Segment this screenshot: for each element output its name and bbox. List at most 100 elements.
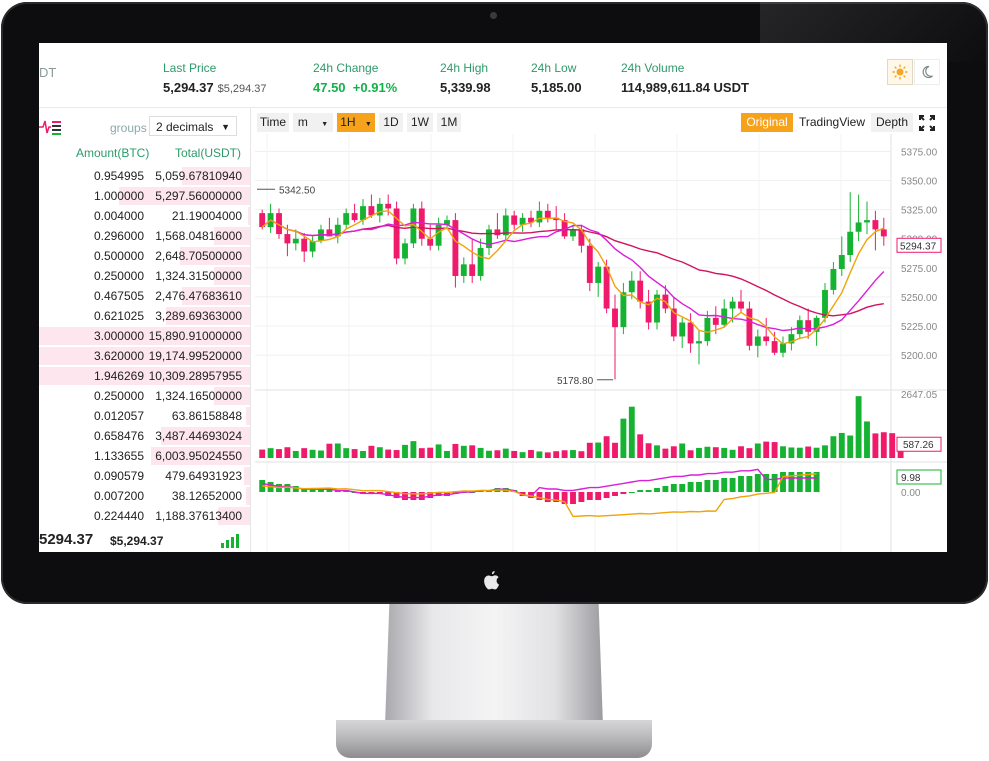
candle-body (654, 294, 660, 323)
candle-body (360, 206, 366, 221)
candle-body (788, 334, 795, 344)
depth-tab[interactable]: Depth (871, 113, 913, 132)
low-annotation: 5178.80 (557, 376, 594, 387)
volume-bar (276, 449, 282, 458)
interval-1h-button[interactable]: 1H ▼ (337, 113, 375, 132)
volume-bar (351, 449, 358, 458)
candle-body (595, 266, 602, 283)
light-theme-button[interactable] (887, 59, 913, 85)
change-value: 47.50 (313, 80, 346, 95)
candle-body (603, 266, 610, 309)
depth-bar (39, 327, 250, 345)
volume-bar (620, 418, 627, 458)
order-book-row[interactable]: 3.000000 15,890.91000000 (39, 326, 250, 346)
dark-theme-button[interactable] (914, 59, 940, 85)
row-total: 1,324.16500000 (155, 389, 242, 403)
last-price-label: Last Price (163, 61, 217, 75)
order-book-row[interactable]: 0.467505 2,476.47683610 (39, 286, 250, 306)
price-chart[interactable]: 5375.005350.005325.005300.005275.005250.… (255, 134, 947, 552)
candle-body (402, 243, 408, 259)
order-book-row[interactable]: 3.620000 19,174.99520000 (39, 346, 250, 366)
volume-bar (855, 396, 862, 458)
order-book-row[interactable]: 1.946269 10,309.28957955 (39, 366, 250, 386)
row-amount: 0.658476 (93, 429, 144, 443)
macd-zero-label: 0.00 (901, 488, 921, 499)
volume-bar (813, 447, 820, 458)
order-book-row[interactable]: 0.004000 21.19004000 (39, 206, 250, 226)
caret-down-icon: ▼ (321, 121, 329, 128)
row-amount: 0.012057 (93, 409, 144, 423)
candle-body (822, 289, 828, 318)
volume-bar (738, 446, 744, 458)
original-view-tab[interactable]: Original (741, 113, 793, 132)
moon-icon (922, 65, 933, 79)
macd-bar (427, 492, 434, 498)
order-book-row[interactable]: 0.250000 1,324.16500000 (39, 386, 250, 406)
candle-body (838, 255, 845, 269)
macd-bar (595, 492, 602, 500)
candle-body (376, 203, 383, 216)
depth-bar (214, 387, 250, 405)
interval-1w-button[interactable]: 1W (407, 113, 433, 132)
volume-bar (376, 447, 383, 458)
order-book-row[interactable]: 0.954995 5,059.67810940 (39, 166, 250, 186)
macd-bar (704, 480, 711, 492)
volume-bar (830, 436, 837, 458)
order-book-footer: 5294.37 $5,294.37 (39, 528, 250, 552)
macd-bar (662, 486, 669, 492)
chevron-down-icon: ▼ (221, 122, 230, 132)
ticker-bar: DT Last Price 5,294.37 $5,294.37 24h Chan… (39, 43, 947, 108)
row-amount: 0.621025 (93, 309, 144, 323)
row-amount: 1.946269 (93, 369, 144, 383)
minute-dropdown[interactable]: m ▼ (293, 113, 333, 132)
order-book-icon[interactable] (39, 119, 61, 135)
order-book-row[interactable]: 0.250000 1,324.31500000 (39, 266, 250, 286)
ma-mid-line (261, 219, 885, 332)
macd-bar (788, 472, 795, 492)
volume-bar (595, 442, 602, 458)
macd-bar (637, 490, 644, 492)
volume-bar (654, 445, 660, 458)
ma-short-line (261, 210, 885, 345)
volume-bar (494, 450, 501, 458)
exchange-screen: DT Last Price 5,294.37 $5,294.37 24h Chan… (39, 43, 947, 552)
interval-1m-button[interactable]: 1M (437, 113, 461, 132)
volume-bar (889, 433, 896, 458)
monitor-stand-neck (385, 604, 603, 726)
caret-down-icon: ▼ (364, 121, 372, 128)
order-book-row[interactable]: 0.090579 479.64931923 (39, 466, 250, 486)
order-book-row[interactable]: 0.296000 1,568.04816000 (39, 226, 250, 246)
candle-body (452, 220, 459, 276)
depth-bar (180, 247, 250, 265)
row-amount: 0.224440 (93, 509, 144, 523)
order-book-row[interactable]: 0.658476 3,487.44693024 (39, 426, 250, 446)
groups-select[interactable]: 2 decimals ▼ (149, 116, 237, 136)
volume-bar (511, 450, 518, 458)
candle-body (612, 308, 618, 328)
volume-bar (872, 433, 879, 458)
fullscreen-icon[interactable] (919, 115, 935, 131)
order-book-row[interactable]: 0.500000 2,648.70500000 (39, 246, 250, 266)
candle-body (544, 210, 551, 218)
order-book-row[interactable]: 1.133655 6,003.95024550 (39, 446, 250, 466)
macd-bar (586, 492, 593, 500)
macd-bar (318, 488, 324, 492)
volume-bar (637, 434, 644, 458)
order-book-row[interactable]: 0.007200 38.12652000 (39, 486, 250, 506)
interval-1d-button[interactable]: 1D (379, 113, 403, 132)
volume-bar (544, 452, 551, 458)
row-total: 6,003.95024550 (155, 449, 242, 463)
macd-tag-box (896, 469, 942, 485)
macd-bar (654, 488, 660, 492)
order-book-row[interactable]: 0.621025 3,289.69363000 (39, 306, 250, 326)
order-book-row[interactable]: 0.224440 1,188.37613400 (39, 506, 250, 526)
volume-bar (763, 441, 770, 458)
time-button[interactable]: Time (257, 113, 289, 132)
order-book-row[interactable]: 0.012057 63.86158848 (39, 406, 250, 426)
macd-bar (721, 478, 728, 492)
trading-pair[interactable]: DT (39, 65, 57, 80)
macd-bar (746, 476, 753, 492)
order-book-row[interactable]: 1.000000 5,297.56000000 (39, 186, 250, 206)
volume-bar (553, 451, 560, 458)
tradingview-tab[interactable]: TradingView (798, 115, 866, 129)
